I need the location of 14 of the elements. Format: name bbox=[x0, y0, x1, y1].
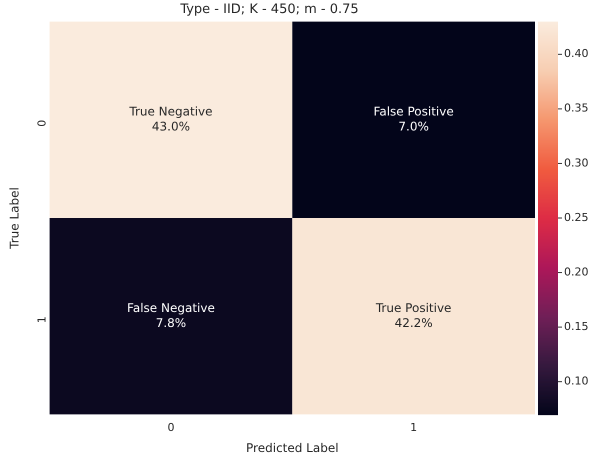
x-axis-title: Predicted Label bbox=[246, 440, 339, 455]
color-bar-label: 0.20 bbox=[564, 265, 588, 278]
data-label: False Negative 7.8% bbox=[127, 300, 215, 330]
color-bar-label: 0.40 bbox=[564, 47, 588, 60]
color-bar-label: 0.10 bbox=[564, 374, 588, 388]
color-bar-label: 0.25 bbox=[564, 210, 588, 224]
data-label: False Positive 7.0% bbox=[374, 104, 454, 134]
chart-title: Type - IID; K - 450; m - 0.75 bbox=[179, 2, 359, 18]
data-label: True Positive 42.2% bbox=[374, 300, 452, 330]
data-label: True Negative 43.0% bbox=[128, 104, 213, 134]
color-bar-label: 0.15 bbox=[564, 320, 588, 333]
color-bar-label: 0.30 bbox=[564, 156, 588, 170]
color-bar-label: 0.35 bbox=[564, 102, 588, 115]
y-axis-title: True Label bbox=[7, 187, 22, 250]
